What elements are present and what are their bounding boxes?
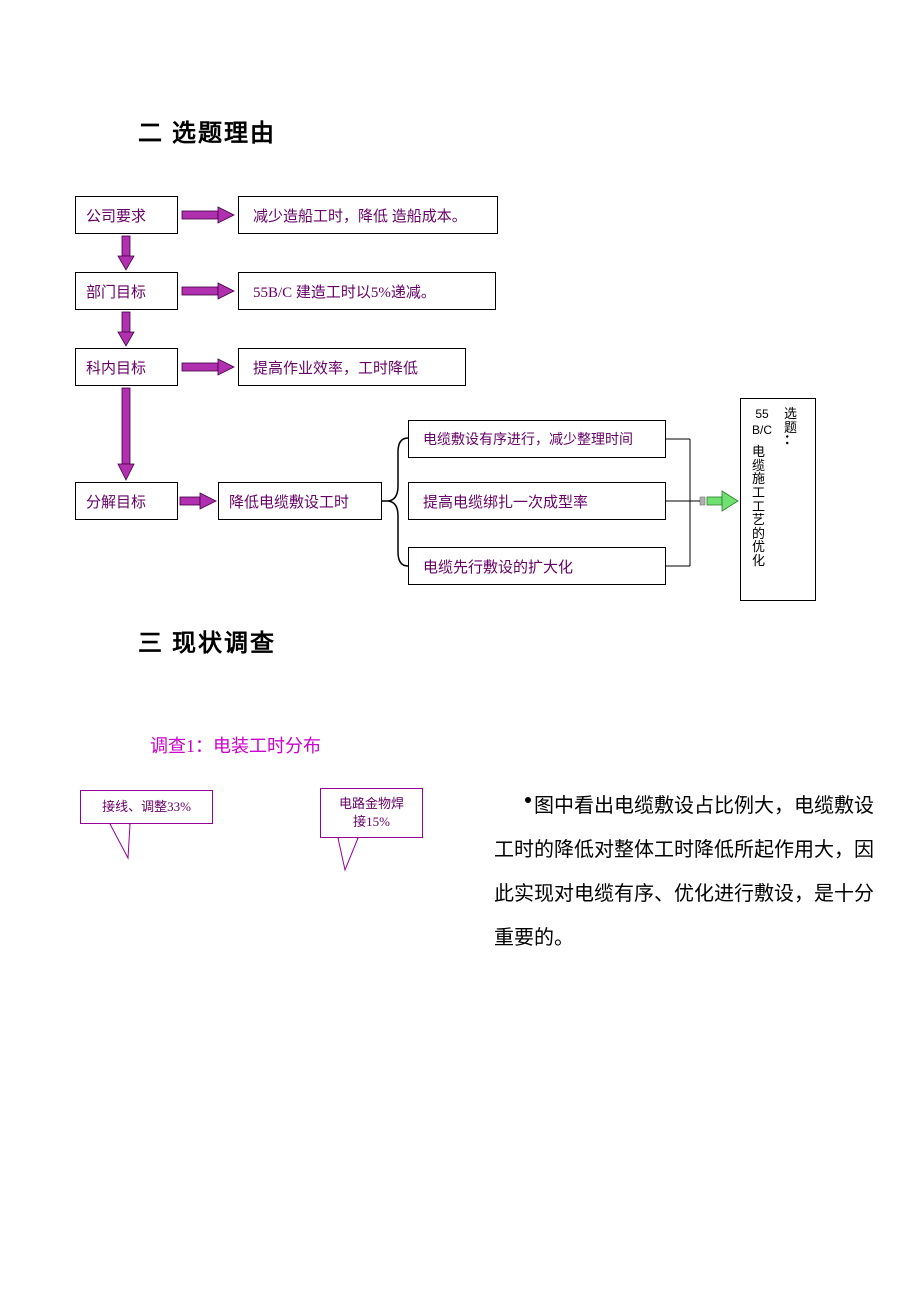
green-arrow-icon: [700, 491, 738, 511]
survey1-title: 调查1：电装工时分布: [150, 732, 321, 758]
arrow-l3-right: [182, 359, 234, 375]
flow-item-1-box: 提高电缆绑扎一次成型率: [408, 482, 666, 520]
section-3-heading: 三 现状调查: [138, 623, 276, 658]
flow-result-right-col: 选题 ：: [784, 407, 797, 447]
callout1-tail-icon: [110, 824, 130, 858]
arrow-l1-down: [118, 236, 134, 270]
flow-level3-desc-box: 提高作业效率，工时降低: [238, 348, 466, 386]
flow-level1-box: 公司要求: [75, 196, 178, 234]
flow-level2-desc: 55B/C 建造工时以5%递减。: [239, 281, 450, 302]
survey-paragraph: 图中看出电缆敷设占比例大，电缆敷设工时的降低对整体工时降低所起作用大，因此实现对…: [494, 784, 884, 960]
flow-level1-desc: 减少造船工时，降低 造船成本。: [239, 205, 481, 226]
callout-1: 接线、调整33%: [80, 790, 213, 824]
flow-level2-label: 部门目标: [76, 281, 156, 302]
flow-level2-box: 部门目标: [75, 272, 178, 310]
callout-2-line1: 电路金物焊: [339, 795, 404, 813]
flow-level3-label: 科内目标: [76, 357, 156, 378]
flow-level2-desc-box: 55B/C 建造工时以5%递减。: [238, 272, 496, 310]
flow-item-0-box: 电缆敷设有序进行，减少整理时间: [408, 420, 666, 458]
flow-level4-mid-box: 降低电缆敷设工时: [218, 482, 382, 520]
flow-item-1: 提高电缆绑扎一次成型率: [409, 491, 602, 512]
flow-level4-label: 分解目标: [76, 491, 156, 512]
arrow-l4-right: [180, 493, 216, 509]
flow-result-body-left: 电缆施工工艺的优化: [752, 445, 765, 568]
flow-item-2: 电缆先行敷设的扩大化: [409, 556, 587, 577]
arrow-l2-right: [182, 283, 234, 299]
brace-icon: [388, 438, 408, 566]
section-2-heading: 二 选题理由: [138, 113, 276, 148]
callout-1-text: 接线、调整33%: [102, 798, 191, 816]
flow-item-0: 电缆敷设有序进行，减少整理时间: [409, 429, 647, 449]
flow-level1-label: 公司要求: [76, 205, 156, 226]
flow-result-box: 55 B/C 选题 ： 电缆施工工艺的优化: [740, 398, 816, 601]
flow-level3-desc: 提高作业效率，工时降低: [239, 357, 432, 378]
arrow-l1-right: [182, 207, 234, 223]
flow-level3-box: 科内目标: [75, 348, 178, 386]
arrow-l3-down: [118, 388, 134, 480]
callout2-tail-icon: [338, 838, 358, 870]
callout-2-line2: 接15%: [353, 813, 390, 831]
page-root: 二 选题理由 公司要求 减少造船工时，降低 造船成本。 部门目标 55B/C 建…: [0, 0, 920, 1302]
flow-level4-box: 分解目标: [75, 482, 178, 520]
flow-level4-mid: 降低电缆敷设工时: [219, 491, 359, 512]
arrow-l2-down: [118, 312, 134, 346]
flow-item-2-box: 电缆先行敷设的扩大化: [408, 547, 666, 585]
flow-result-left-col: 55 B/C: [752, 407, 772, 437]
flow-level1-desc-box: 减少造船工时，降低 造船成本。: [238, 196, 498, 234]
callout-2: 电路金物焊 接15%: [320, 788, 423, 838]
